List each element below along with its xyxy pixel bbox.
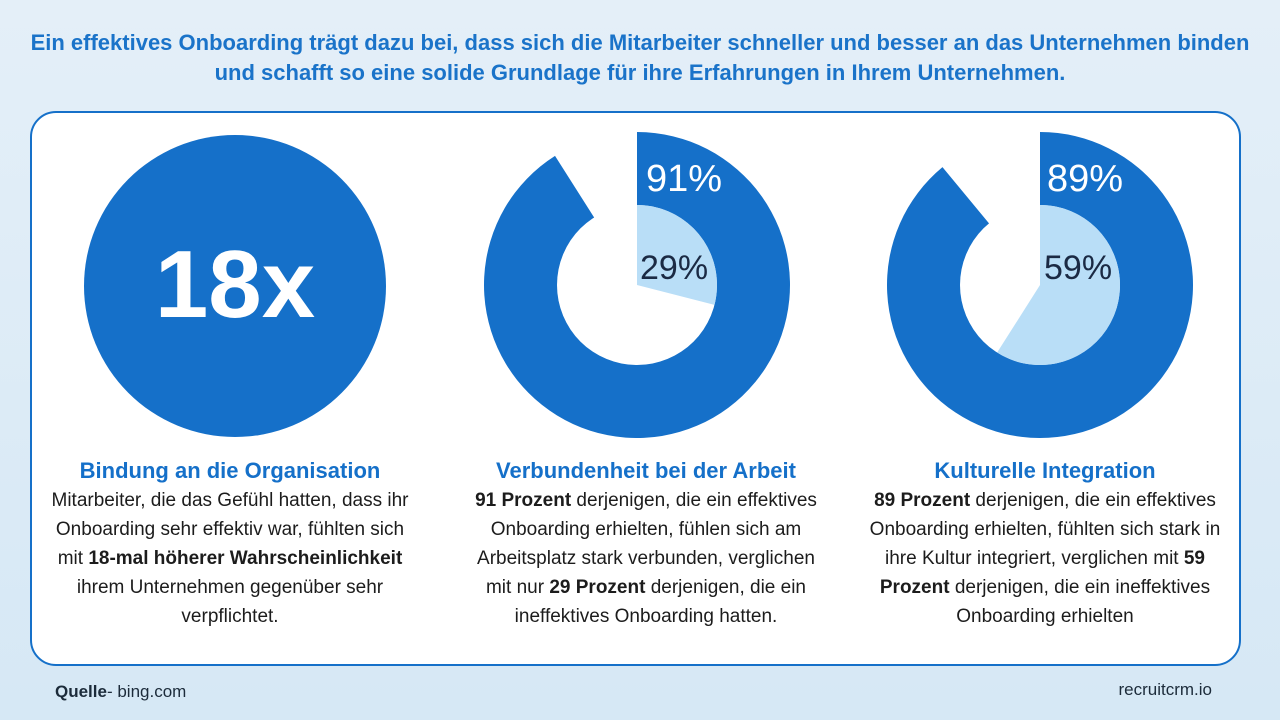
column-verbundenheit: Verbundenheit bei der Arbeit 91 Prozent … xyxy=(466,456,826,631)
source-value: - bing.com xyxy=(106,682,187,701)
highlight-text: 29 Prozent xyxy=(549,577,646,598)
column-title: Bindung an die Organisation xyxy=(79,458,381,483)
inner-label-2: 59% xyxy=(1044,249,1113,287)
body-text: derjenigen, die ein ineffektives Onboard… xyxy=(949,577,1211,627)
column-text: Mitarbeiter, die das Gefühl hatten, dass… xyxy=(50,486,410,631)
headline: Ein effektives Onboarding trägt dazu bei… xyxy=(30,30,1250,85)
donut-chart-verbundenheit xyxy=(484,132,790,438)
highlight-text: 89 Prozent xyxy=(874,490,971,511)
column-title: Kulturelle Integration xyxy=(934,458,1156,483)
highlight-text: 91 Prozent xyxy=(475,490,572,511)
outer-label-1: 91% xyxy=(646,158,723,200)
column-kultur: Kulturelle Integration 89 Prozent derjen… xyxy=(865,456,1225,631)
body-text: ihrem Unternehmen gegenüber sehr verpfli… xyxy=(76,577,384,627)
donut-chart-kultur xyxy=(887,132,1194,438)
highlight-text: 18-mal höherer Wahrscheinlichkeit xyxy=(88,548,403,569)
stat-value: 18x xyxy=(154,231,316,338)
stat-circle xyxy=(84,135,386,437)
body-text: derjenigen, die ein effektives Onboardin… xyxy=(477,490,817,598)
body-text: derjenigen, die ein effektives Onboardin… xyxy=(869,490,1221,569)
inner-label-1: 29% xyxy=(640,249,709,287)
outer-label-2: 89% xyxy=(1047,158,1124,200)
inner-pie-slice xyxy=(997,205,1120,365)
column-bindung: Bindung an die Organisation Mitarbeiter,… xyxy=(50,456,410,631)
source-label: Quelle xyxy=(55,682,107,701)
brand: recruitcrm.io xyxy=(1118,680,1212,699)
column-text: 91 Prozent derjenigen, die ein effektive… xyxy=(466,486,826,631)
inner-pie-slice xyxy=(637,205,717,305)
source: Quelle- bing.com xyxy=(55,682,186,702)
column-title: Verbundenheit bei der Arbeit xyxy=(496,458,796,483)
highlight-text: 59 Prozent xyxy=(879,548,1205,598)
column-text: 89 Prozent derjenigen, die ein effektive… xyxy=(865,486,1225,631)
body-text: derjenigen, die ein ineffektives Onboard… xyxy=(514,577,807,627)
body-text: Mitarbeiter, die das Gefühl hatten, dass… xyxy=(51,490,409,569)
